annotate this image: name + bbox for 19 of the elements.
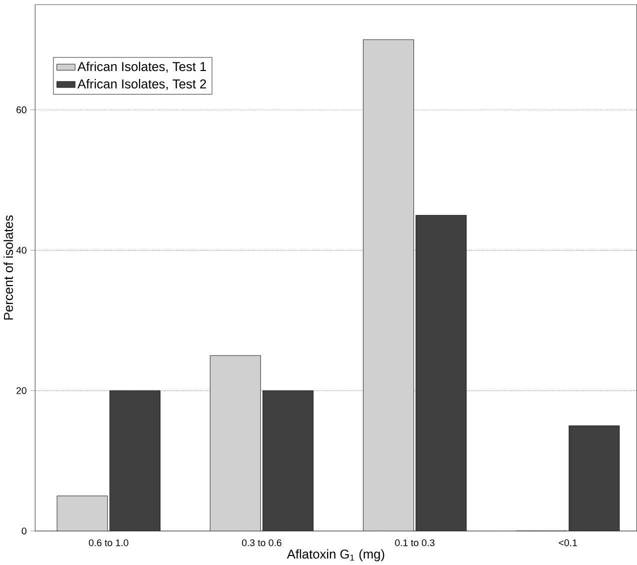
bar [568,426,620,532]
bar [416,215,467,532]
y-axis-title: Percent of isolates [4,216,13,320]
x-axis-title: Aflatoxin G$_{1}$ (mg) [286,549,384,562]
x-tick-label: 0.1 to 0.3 [395,539,434,546]
x-tick-label: 0.6 to 1.0 [88,539,128,546]
bar [56,496,108,532]
x-tick-label: 0.3 to 0.6 [242,539,282,546]
y-tick-label: 60 [16,106,26,114]
bar [363,40,414,532]
bar [210,355,261,532]
bar [109,390,160,532]
x-tick-label: <0.1 [558,539,577,546]
bar [262,390,314,532]
y-tick-label: 0 [22,528,26,535]
y-tick-label: 20 [16,387,26,394]
legend-label: African Isolates, Test 2 [77,79,206,90]
y-tick-label: 40 [16,246,26,254]
legend-label: African Isolates, Test 1 [77,62,206,73]
